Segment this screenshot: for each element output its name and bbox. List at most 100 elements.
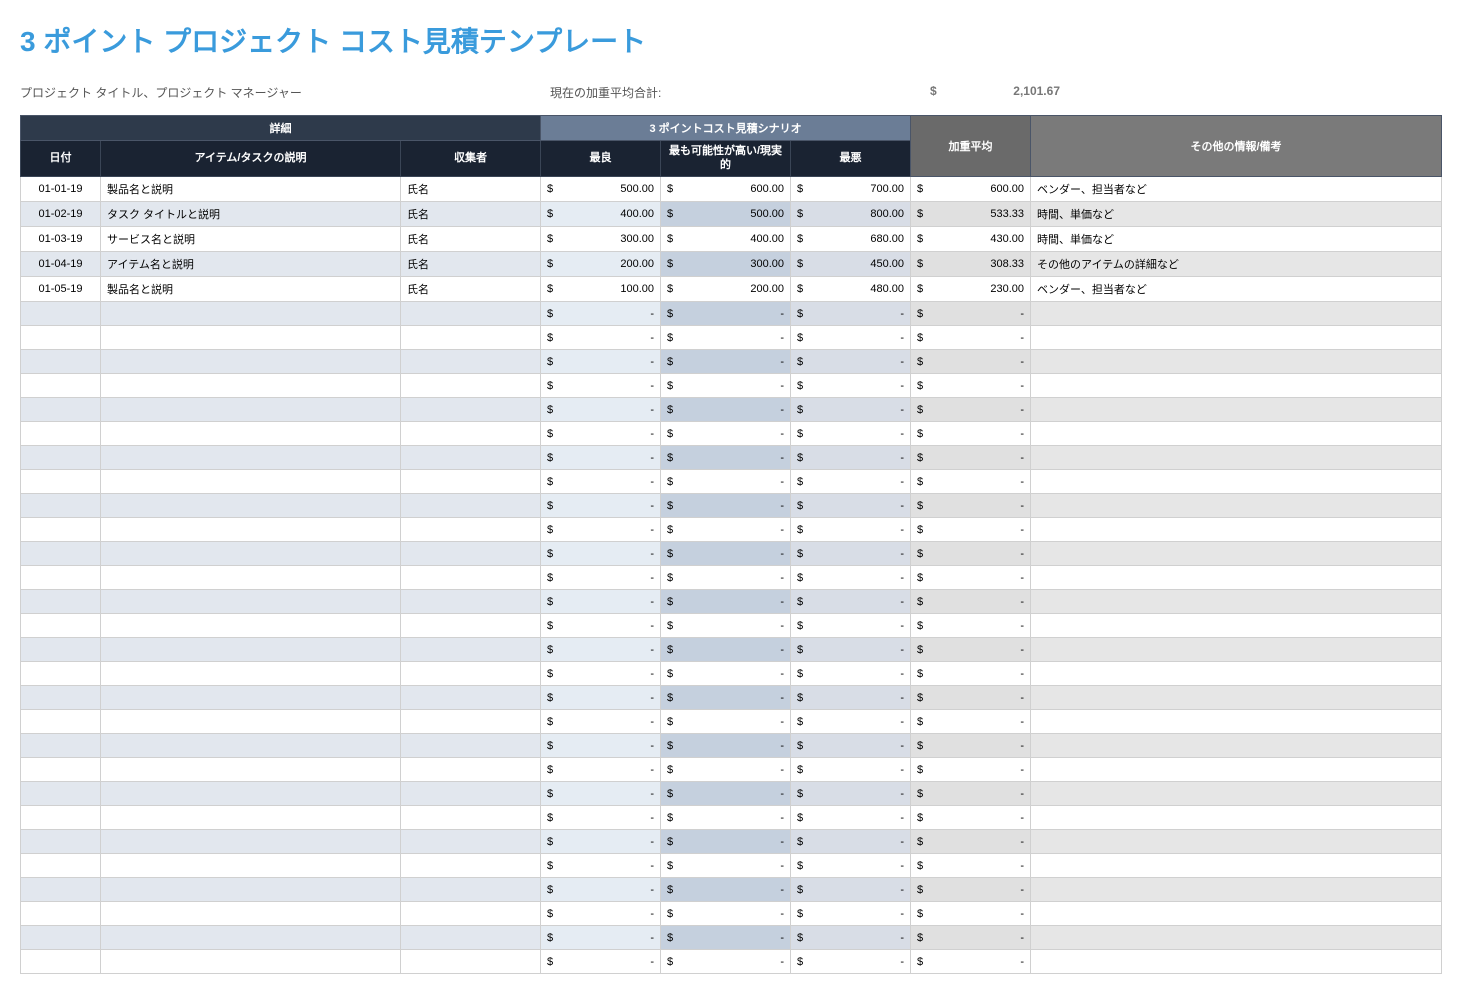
money-cell[interactable]: $- — [911, 638, 1031, 662]
cell-notes[interactable] — [1031, 902, 1442, 926]
cell-collector[interactable] — [401, 374, 541, 398]
cell-desc[interactable] — [101, 326, 401, 350]
cell-collector[interactable] — [401, 926, 541, 950]
cell-date[interactable] — [21, 782, 101, 806]
cell-collector[interactable] — [401, 422, 541, 446]
money-cell[interactable]: $- — [791, 518, 911, 542]
money-cell[interactable]: $- — [791, 950, 911, 974]
money-cell[interactable]: $- — [911, 878, 1031, 902]
cell-desc[interactable] — [101, 710, 401, 734]
cell-collector[interactable] — [401, 686, 541, 710]
cell-notes[interactable] — [1031, 950, 1442, 974]
cell-collector[interactable] — [401, 590, 541, 614]
money-cell[interactable]: $- — [911, 782, 1031, 806]
money-cell[interactable]: $- — [911, 662, 1031, 686]
money-cell[interactable]: $- — [791, 374, 911, 398]
money-cell[interactable]: $- — [791, 686, 911, 710]
money-cell[interactable]: $- — [661, 566, 791, 590]
cell-collector[interactable] — [401, 638, 541, 662]
money-cell[interactable]: $- — [791, 302, 911, 326]
money-cell[interactable]: $100.00 — [541, 277, 661, 302]
cell-collector[interactable] — [401, 758, 541, 782]
cell-date[interactable] — [21, 398, 101, 422]
money-cell[interactable]: $- — [661, 710, 791, 734]
money-cell[interactable]: $- — [911, 542, 1031, 566]
money-cell[interactable]: $- — [911, 470, 1031, 494]
money-cell[interactable]: $- — [661, 854, 791, 878]
money-cell[interactable]: $- — [661, 470, 791, 494]
cell-desc[interactable] — [101, 782, 401, 806]
money-cell[interactable]: $- — [541, 566, 661, 590]
cell-date[interactable] — [21, 614, 101, 638]
cell-notes[interactable] — [1031, 470, 1442, 494]
cell-date[interactable]: 01-04-19 — [21, 252, 101, 277]
cell-desc[interactable]: タスク タイトルと説明 — [101, 202, 401, 227]
money-cell[interactable]: $- — [541, 422, 661, 446]
money-cell[interactable]: $500.00 — [661, 202, 791, 227]
money-cell[interactable]: $- — [541, 350, 661, 374]
cell-collector[interactable]: 氏名 — [401, 202, 541, 227]
cell-notes[interactable] — [1031, 374, 1442, 398]
money-cell[interactable]: $- — [791, 830, 911, 854]
cell-date[interactable] — [21, 662, 101, 686]
money-cell[interactable]: $- — [791, 710, 911, 734]
cell-desc[interactable] — [101, 422, 401, 446]
money-cell[interactable]: $- — [911, 518, 1031, 542]
money-cell[interactable]: $300.00 — [661, 252, 791, 277]
cell-collector[interactable] — [401, 950, 541, 974]
cell-desc[interactable] — [101, 902, 401, 926]
cell-desc[interactable] — [101, 614, 401, 638]
cell-notes[interactable] — [1031, 686, 1442, 710]
cell-desc[interactable] — [101, 758, 401, 782]
cell-notes[interactable] — [1031, 350, 1442, 374]
money-cell[interactable]: $- — [541, 398, 661, 422]
cell-collector[interactable] — [401, 614, 541, 638]
cell-desc[interactable] — [101, 830, 401, 854]
cell-notes[interactable]: ベンダー、担当者など — [1031, 277, 1442, 302]
money-cell[interactable]: $- — [661, 302, 791, 326]
cell-notes[interactable] — [1031, 758, 1442, 782]
money-cell[interactable]: $- — [661, 590, 791, 614]
cell-notes[interactable] — [1031, 566, 1442, 590]
money-cell[interactable]: $- — [791, 782, 911, 806]
cell-date[interactable] — [21, 878, 101, 902]
cell-desc[interactable] — [101, 878, 401, 902]
cell-notes[interactable] — [1031, 638, 1442, 662]
cell-notes[interactable] — [1031, 710, 1442, 734]
cell-collector[interactable] — [401, 326, 541, 350]
cell-date[interactable]: 01-03-19 — [21, 227, 101, 252]
money-cell[interactable]: $- — [911, 902, 1031, 926]
money-cell[interactable]: $- — [661, 350, 791, 374]
money-cell[interactable]: $- — [791, 614, 911, 638]
cell-notes[interactable] — [1031, 398, 1442, 422]
money-cell[interactable]: $- — [791, 758, 911, 782]
money-cell[interactable]: $- — [661, 782, 791, 806]
cell-date[interactable] — [21, 518, 101, 542]
cell-date[interactable] — [21, 350, 101, 374]
money-cell[interactable]: $- — [541, 926, 661, 950]
cell-collector[interactable] — [401, 518, 541, 542]
cell-collector[interactable] — [401, 710, 541, 734]
cell-date[interactable]: 01-02-19 — [21, 202, 101, 227]
cell-notes[interactable] — [1031, 878, 1442, 902]
cell-desc[interactable]: 製品名と説明 — [101, 277, 401, 302]
cell-notes[interactable] — [1031, 806, 1442, 830]
money-cell[interactable]: $- — [661, 806, 791, 830]
money-cell[interactable]: $- — [911, 758, 1031, 782]
cell-collector[interactable]: 氏名 — [401, 277, 541, 302]
money-cell[interactable]: $- — [541, 710, 661, 734]
cell-desc[interactable] — [101, 470, 401, 494]
cell-collector[interactable] — [401, 806, 541, 830]
cell-date[interactable] — [21, 734, 101, 758]
money-cell[interactable]: $- — [541, 518, 661, 542]
money-cell[interactable]: $- — [791, 854, 911, 878]
cell-notes[interactable] — [1031, 422, 1442, 446]
cell-desc[interactable] — [101, 302, 401, 326]
cell-desc[interactable] — [101, 374, 401, 398]
cell-notes[interactable]: 時間、単価など — [1031, 227, 1442, 252]
money-cell[interactable]: $- — [791, 638, 911, 662]
money-cell[interactable]: $- — [541, 734, 661, 758]
cell-collector[interactable] — [401, 566, 541, 590]
cell-date[interactable] — [21, 950, 101, 974]
money-cell[interactable]: $- — [791, 566, 911, 590]
